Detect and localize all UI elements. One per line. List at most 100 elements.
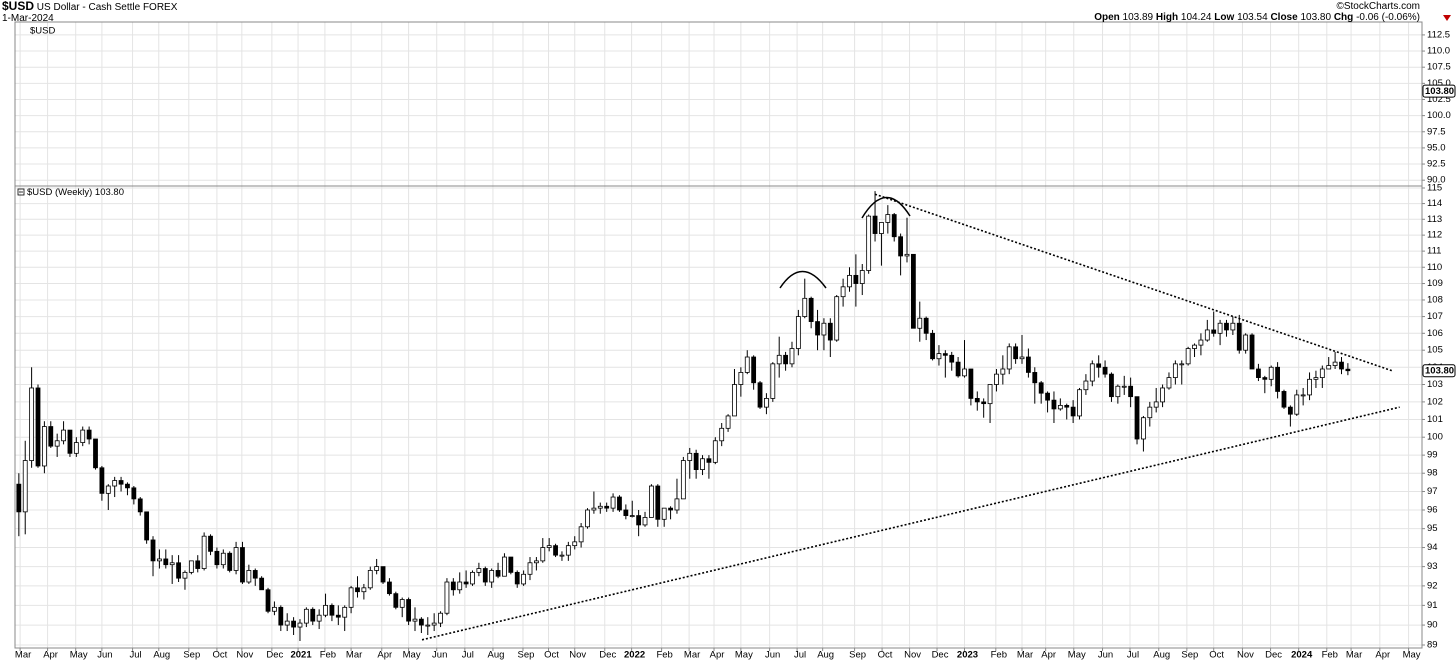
candle-body <box>1268 366 1274 380</box>
candle-body <box>355 587 360 593</box>
candle-body <box>610 496 616 509</box>
candle-body <box>1070 406 1076 417</box>
candle-body <box>636 515 642 526</box>
candle-body <box>744 356 750 373</box>
candle-body <box>1128 385 1134 398</box>
candle-body <box>118 480 124 485</box>
candle-body <box>597 505 603 509</box>
symbol: $USD <box>2 0 35 13</box>
grid <box>15 22 1422 648</box>
candle-body <box>700 458 705 470</box>
candle-body <box>412 618 418 622</box>
candle-body <box>1281 391 1287 408</box>
candle-body <box>1115 385 1121 398</box>
x-tick-label: May <box>1403 650 1421 660</box>
y-tick-label: 112 <box>1427 230 1442 241</box>
x-tick-label: Sep <box>1181 650 1198 660</box>
candle-body <box>508 556 514 573</box>
y-tick-label: 105.0 <box>1427 78 1451 89</box>
x-tick-label: Dec <box>932 650 949 660</box>
candle-body <box>680 460 686 500</box>
copyright: ©StockCharts.com <box>1336 1 1420 12</box>
candle-body <box>917 317 923 329</box>
candle-body <box>885 214 891 223</box>
candle-body <box>169 562 175 566</box>
main-panel-label: $USD (Weekly) 103.80 <box>27 187 124 198</box>
y-tick-label: 89 <box>1427 640 1438 651</box>
y-tick-label: 102 <box>1427 396 1443 407</box>
candle-body <box>163 558 169 566</box>
candle-body <box>559 554 565 557</box>
candle-body <box>955 361 961 377</box>
candle-body <box>719 427 725 442</box>
y-tick-label: 92 <box>1427 580 1438 591</box>
quote-label: Low <box>1214 12 1235 23</box>
candle-body <box>489 570 495 583</box>
candle-body <box>438 612 443 624</box>
candle-body <box>329 604 335 616</box>
candle-body <box>617 496 622 511</box>
x-tick-label: Mar <box>1017 650 1033 660</box>
x-tick-label: Aug <box>817 650 834 660</box>
candle-body <box>847 274 852 288</box>
candle-body <box>457 581 463 591</box>
candle-body <box>853 274 859 284</box>
candle-body <box>834 296 840 341</box>
candle-body <box>1217 322 1223 334</box>
candle-body <box>284 620 290 626</box>
candle-body <box>1300 394 1306 397</box>
y-tick-label: 112.5 <box>1427 29 1450 40</box>
candle-body <box>879 222 884 234</box>
candle-body <box>795 316 801 349</box>
candle-body <box>502 556 507 577</box>
x-tick-label: Apr <box>43 650 58 660</box>
candle-body <box>112 480 118 487</box>
candle-body <box>16 483 22 513</box>
candle-body <box>808 297 814 322</box>
panel-icon <box>17 188 25 196</box>
x-tick-label: Feb <box>656 650 672 660</box>
y-tick-label: 111 <box>1427 246 1441 257</box>
candle-body <box>399 599 405 608</box>
candle-body <box>220 552 226 566</box>
candle-body <box>1332 361 1338 366</box>
candle-body <box>450 581 456 591</box>
candle-body <box>1077 389 1082 417</box>
candle-body <box>99 467 105 494</box>
x-tick-label: Sep <box>183 650 200 660</box>
candle-body <box>278 606 284 626</box>
candle-body <box>783 354 788 365</box>
candle-body <box>176 562 181 579</box>
candle-body <box>674 498 680 511</box>
quote-label: Open <box>1094 12 1120 23</box>
candle-body <box>1109 373 1114 398</box>
quote-label: Close <box>1270 12 1298 23</box>
candle-body <box>815 321 820 336</box>
candle-body <box>233 547 239 571</box>
x-tick-label: Aug <box>153 650 170 660</box>
y-tick-label: 102.5 <box>1427 94 1451 105</box>
marks <box>16 191 1400 641</box>
candle-body <box>1057 404 1063 410</box>
y-tick-label: 92.5 <box>1427 159 1446 170</box>
candle-body <box>661 507 667 520</box>
x-tick-label: Jun <box>432 650 447 660</box>
y-tick-label: 103 <box>1427 379 1443 390</box>
quote-percent: (-0.06%) <box>1381 12 1420 23</box>
x-tick-label: May <box>70 650 88 660</box>
x-tick-label: Jul <box>794 650 806 660</box>
last-price-label: 103.80 <box>1425 86 1454 97</box>
candle-body <box>732 384 737 417</box>
x-tick-label: Mar <box>1346 650 1362 660</box>
candle-body <box>93 438 98 469</box>
candle-body <box>1211 329 1217 334</box>
candle-body <box>297 622 303 628</box>
candle-body <box>891 214 897 238</box>
candle-body <box>374 566 380 571</box>
x-tick-label: Oct <box>544 650 559 660</box>
candle-body <box>942 353 948 356</box>
y-tick-label: 90.0 <box>1427 175 1446 186</box>
candle-body <box>240 547 245 583</box>
y-tick-label: 115 <box>1427 183 1442 194</box>
